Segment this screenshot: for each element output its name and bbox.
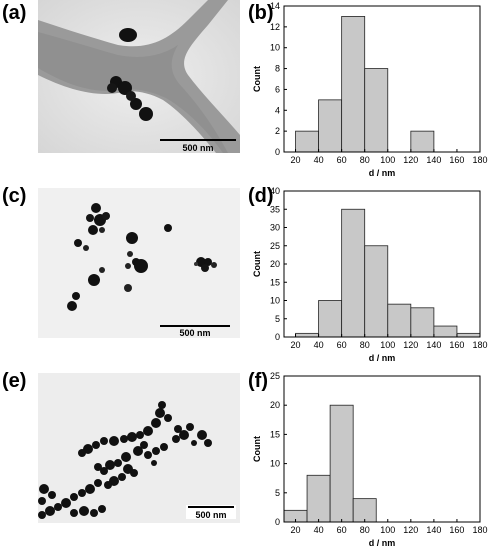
chart-d-bar-3 <box>364 245 389 338</box>
chart-b-ytick-label-1: 2 <box>275 126 280 136</box>
panel-label-b: (b) <box>248 2 274 24</box>
chart-b-ytick-label-4: 8 <box>275 64 280 74</box>
chart-f-ytick-label-4: 20 <box>270 400 280 410</box>
chart-b-ytick-label-7: 14 <box>270 1 280 11</box>
chart-f-xtick-label-7: 160 <box>449 525 464 535</box>
chart-f-xtick-label-1: 40 <box>314 525 324 535</box>
chart-f-ylabel: Count <box>252 436 262 462</box>
chart-f-xtick-label-0: 20 <box>291 525 301 535</box>
chart-d-bar-1 <box>318 300 343 338</box>
chart-d-bar-2 <box>341 208 366 338</box>
chart-d-ytick-label-2: 10 <box>270 296 280 306</box>
chart-f-xtick-label-3: 80 <box>360 525 370 535</box>
chart-b-xtick-label-1: 40 <box>314 155 324 165</box>
chart-b-xtick-label-4: 100 <box>380 155 395 165</box>
chart-b-bar-0 <box>295 130 319 153</box>
chart-f-bar-2 <box>329 404 354 523</box>
chart-d-xtick-label-0: 20 <box>291 340 301 350</box>
scalebar-label-c: 500 nm <box>179 328 210 338</box>
chart-f-xtick-label-6: 140 <box>426 525 441 535</box>
chart-f-ytick-label-1: 5 <box>275 488 280 498</box>
chart-d-ytick-label-3: 15 <box>270 277 280 287</box>
scalebar-label-a: 500 nm <box>182 143 213 153</box>
chart-b-ytick-label-6: 12 <box>270 22 280 32</box>
histogram-d: 0 5 10 15 20 25 30 35 40 20 40 60 80 100 120 140 160 180 d… <box>250 185 490 363</box>
chart-d-xtick-label-6: 140 <box>426 340 441 350</box>
chart-b-xtick-label-5: 120 <box>403 155 418 165</box>
chart-f-xtick-label-4: 100 <box>380 525 395 535</box>
chart-d-ytick-label-1: 5 <box>275 314 280 324</box>
chart-b-xtick-label-6: 140 <box>426 155 441 165</box>
chart-b-xtick-label-2: 60 <box>337 155 347 165</box>
chart-d-xtick-label-5: 120 <box>403 340 418 350</box>
tem-image-c: 500 nm <box>38 188 240 338</box>
chart-b-ytick-label-2: 4 <box>275 105 280 115</box>
chart-d-xlabel: d / nm <box>369 353 396 363</box>
chart-b-ytick-label-5: 10 <box>270 43 280 53</box>
histogram-f: 0 5 10 15 20 25 20 40 60 80 100 120 140 160 180 d / nm C… <box>250 370 490 548</box>
chart-b-ytick-label-3: 6 <box>275 84 280 94</box>
chart-b-bar-5 <box>410 130 435 153</box>
panel-label-d: (d) <box>248 185 274 207</box>
chart-f-ytick-label-3: 15 <box>270 429 280 439</box>
chart-d-xtick-label-3: 80 <box>360 340 370 350</box>
chart-d-ytick-label-0: 0 <box>275 332 280 342</box>
chart-b-xtick-label-0: 20 <box>291 155 301 165</box>
scalebar-label-e: 500 nm <box>195 510 226 520</box>
tem-image-a: 500 nm <box>38 0 240 153</box>
chart-b-xtick-label-8: 180 <box>472 155 487 165</box>
chart-b-ytick-label-0: 0 <box>275 147 280 157</box>
chart-d-bar-4 <box>387 303 412 338</box>
chart-b-xlabel: d / nm <box>369 168 396 178</box>
chart-f-bar-1 <box>306 474 331 523</box>
chart-b-bar-3 <box>364 68 389 153</box>
chart-f-frame <box>283 375 481 523</box>
chart-d-ytick-label-4: 20 <box>270 259 280 269</box>
chart-d-ylabel: Count <box>252 251 262 277</box>
chart-f-ytick-label-5: 25 <box>270 371 280 381</box>
chart-b-xtick-label-3: 80 <box>360 155 370 165</box>
chart-d-xtick-label-2: 60 <box>337 340 347 350</box>
chart-f-xtick-label-8: 180 <box>472 525 487 535</box>
chart-d-bar-6 <box>433 325 458 338</box>
chart-b-bar-2 <box>341 16 366 153</box>
chart-d-xtick-label-7: 160 <box>449 340 464 350</box>
chart-b-xtick-label-7: 160 <box>449 155 464 165</box>
panel-label-a: (a) <box>2 2 27 24</box>
chart-f-ytick-label-0: 0 <box>275 517 280 527</box>
chart-d-ytick-label-6: 30 <box>270 223 280 233</box>
chart-f-xtick-label-5: 120 <box>403 525 418 535</box>
panel-label-f: (f) <box>248 370 268 392</box>
chart-d-bar-7 <box>456 332 481 338</box>
chart-b-frame <box>283 5 481 153</box>
chart-f-xtick-label-2: 60 <box>337 525 347 535</box>
chart-f-bar-3 <box>352 498 377 523</box>
chart-d-ytick-label-5: 25 <box>270 241 280 251</box>
chart-b-ylabel: Count <box>252 66 262 92</box>
chart-d-bar-0 <box>295 332 319 338</box>
chart-d-xtick-label-8: 180 <box>472 340 487 350</box>
panel-label-c: (c) <box>2 185 27 207</box>
chart-d-xtick-label-1: 40 <box>314 340 324 350</box>
chart-d-xtick-label-4: 100 <box>380 340 395 350</box>
chart-f-xlabel: d / nm <box>369 538 396 548</box>
chart-f-ytick-label-2: 10 <box>270 459 280 469</box>
chart-d-ytick-label-7: 35 <box>270 204 280 214</box>
chart-b-bar-1 <box>318 99 343 153</box>
panel-label-e: (e) <box>2 370 27 392</box>
chart-d-ytick-label-8: 40 <box>270 186 280 196</box>
chart-d-bar-5 <box>410 307 435 338</box>
tem-image-e: 500 nm <box>38 373 240 523</box>
histogram-b: 0 2 4 6 8 10 12 14 20 40 60 80 100 120 140 160 180 d / nm… <box>250 0 490 178</box>
